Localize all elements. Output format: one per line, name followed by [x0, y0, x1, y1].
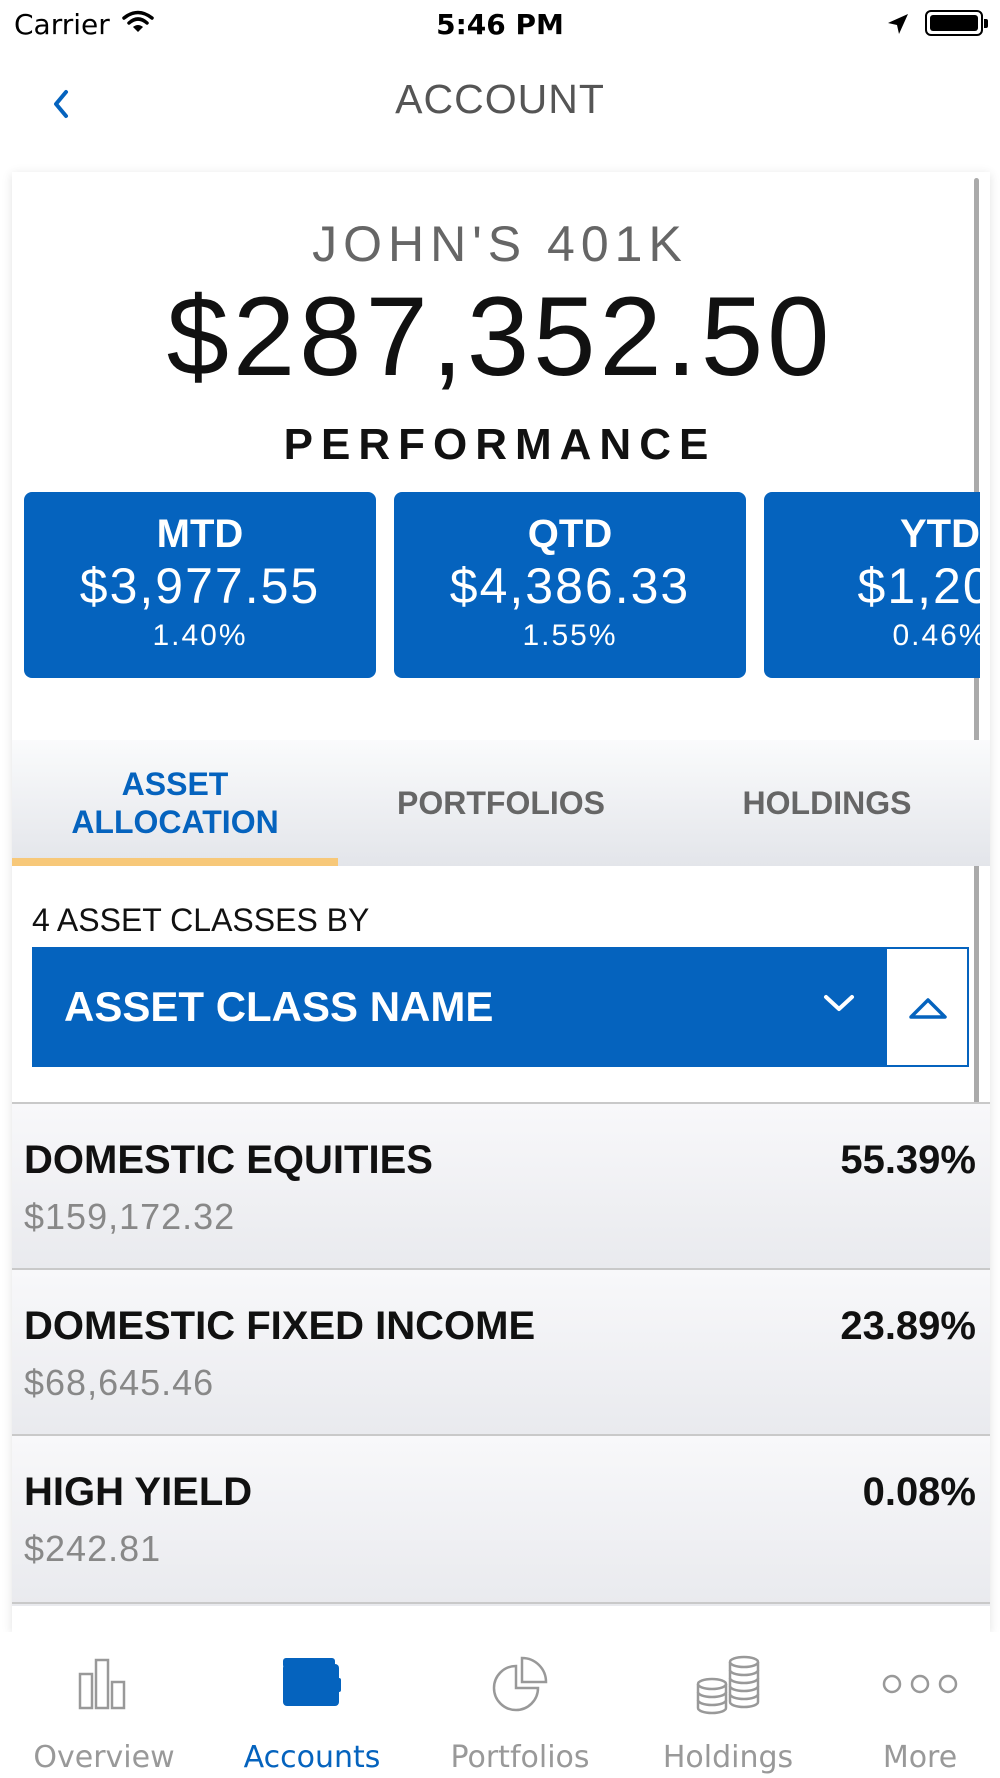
row-divider [12, 1602, 990, 1604]
scrollbar[interactable] [974, 178, 979, 1268]
more-icon [820, 1654, 1000, 1720]
back-button[interactable] [46, 84, 76, 124]
tabbar-item-overview[interactable]: Overview [4, 1632, 204, 1778]
sort-selected-value: ASSET CLASS NAME [64, 983, 494, 1030]
battery-icon [925, 10, 988, 36]
tile-amount: $4,386.33 [449, 558, 691, 614]
asset-class-amount: $242.81 [24, 1528, 162, 1569]
tile-percent: 1.55% [522, 619, 618, 652]
asset-class-percent: 55.39% [840, 1138, 976, 1182]
wallet-icon [212, 1654, 412, 1720]
performance-tile-mtd[interactable]: MTD $3,977.55 1.40% [24, 492, 376, 678]
tabbar-label: Portfolios [450, 1740, 590, 1775]
chevron-down-icon [822, 991, 856, 1019]
asset-class-name: DOMESTIC EQUITIES [24, 1138, 433, 1182]
asset-class-amount: $159,172.32 [24, 1196, 236, 1237]
tabbar-label: More [882, 1740, 958, 1775]
bar-chart-icon [4, 1654, 204, 1720]
asset-class-row[interactable]: DOMESTIC EQUITIES $159,172.32 55.39% [12, 1102, 990, 1268]
active-tab-indicator [12, 858, 338, 866]
asset-class-percent: 23.89% [840, 1304, 976, 1348]
performance-title: PERFORMANCE [283, 420, 717, 469]
chevron-left-icon [54, 90, 68, 118]
tile-amount: $1,202 [857, 558, 980, 614]
bottom-tab-bar: Overview Accounts Portfolios [0, 1632, 1000, 1778]
tab-asset-allocation[interactable]: ASSET ALLOCATION [71, 766, 279, 840]
asset-class-percent: 0.08% [862, 1470, 976, 1514]
asset-class-name: DOMESTIC FIXED INCOME [24, 1304, 536, 1348]
asset-class-amount: $68,645.46 [24, 1362, 215, 1403]
tile-label: MTD [156, 512, 244, 556]
account-value: $287,352.50 [166, 274, 834, 399]
carrier-label: Carrier [14, 8, 110, 41]
tab-portfolios[interactable]: PORTFOLIOS [397, 785, 605, 821]
sort-direction-button[interactable] [885, 947, 969, 1067]
performance-tile-qtd[interactable]: QTD $4,386.33 1.55% [394, 492, 746, 678]
tile-percent: 1.40% [152, 619, 248, 652]
tile-percent: 0.46% [892, 619, 980, 652]
performance-tile-ytd[interactable]: YTD $1,202 0.46% [764, 492, 980, 678]
tab-holdings[interactable]: HOLDINGS [742, 785, 912, 821]
tabbar-label: Accounts [243, 1740, 381, 1775]
triangle-up-icon [909, 998, 947, 1019]
tabbar-item-portfolios[interactable]: Portfolios [420, 1632, 620, 1778]
location-arrow-icon [886, 12, 910, 40]
asset-class-row[interactable]: DOMESTIC FIXED INCOME $68,645.46 23.89% [12, 1268, 990, 1434]
tabbar-label: Holdings [662, 1740, 794, 1775]
tabbar-label: Overview [33, 1740, 175, 1775]
coins-icon [628, 1654, 828, 1720]
asset-class-row[interactable]: HIGH YIELD $242.81 0.08% [12, 1434, 990, 1606]
tabbar-item-more[interactable]: More [820, 1632, 1000, 1778]
segment-tabs: ASSET ALLOCATION PORTFOLIOS HOLDINGS [12, 740, 990, 866]
tile-amount: $3,977.55 [79, 558, 321, 614]
clock: 5:46 PM [436, 8, 564, 41]
pie-chart-icon [420, 1654, 620, 1720]
wifi-icon [122, 10, 154, 38]
tabbar-item-holdings[interactable]: Holdings [628, 1632, 828, 1778]
sort-dropdown[interactable]: ASSET CLASS NAME [32, 947, 885, 1067]
asset-class-name: HIGH YIELD [24, 1470, 253, 1514]
sort-label: 4 ASSET CLASSES BY [32, 902, 370, 938]
tile-label: QTD [527, 512, 613, 556]
tile-label: YTD [900, 512, 980, 556]
tabbar-item-accounts[interactable]: Accounts [212, 1632, 412, 1778]
status-bar: Carrier 5:46 PM [0, 0, 1000, 48]
page-title: ACCOUNT [395, 76, 605, 122]
account-name: JOHN'S 401K [312, 216, 688, 272]
performance-carousel[interactable]: MTD $3,977.55 1.40% QTD $4,386.33 1.55% … [12, 492, 980, 682]
